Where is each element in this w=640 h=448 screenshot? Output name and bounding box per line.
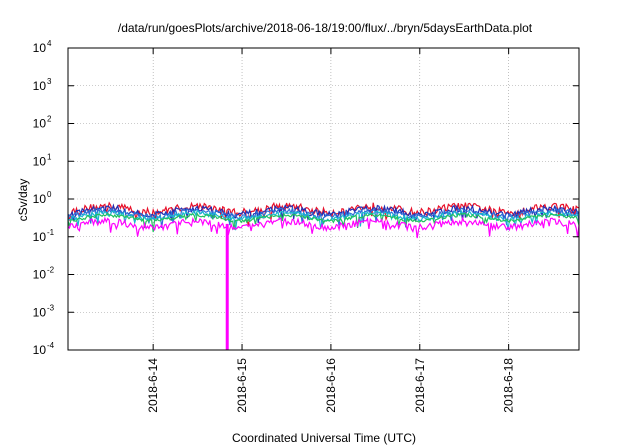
x-tick-label: 2018-6-16 [324,358,338,413]
y-tick-label: 10 [33,154,47,168]
chart-title: /data/run/goesPlots/archive/2018-06-18/1… [118,21,533,35]
x-axis-label: Coordinated Universal Time (UTC) [232,431,416,445]
series-line [67,206,580,228]
series-line [67,201,580,228]
y-tick-label: 10 [33,343,47,357]
x-tick-label: 2018-6-15 [235,358,249,413]
series-group [67,201,580,350]
series-line [67,211,580,233]
y-tick-label: 10 [33,79,47,93]
y-tick-label: 10 [33,192,47,206]
y-axis-label: cSv/day [16,179,30,222]
y-tick-exponent: 4 [47,39,52,48]
y-tick-exponent: 3 [47,77,52,86]
x-tick-label: 2018-6-18 [502,358,516,413]
y-tick-label: 10 [33,41,47,55]
y-tick-exponent: 0 [47,190,52,199]
y-tick-exponent: -2 [47,266,55,275]
series-line [67,203,580,223]
x-ticks: 2018-6-14 2018-6-15 2018-6-16 2018-6-17 2018… [146,48,516,413]
y-tick-exponent: 2 [47,115,52,124]
y-tick-label: 10 [33,268,47,282]
y-tick-exponent: 1 [47,152,52,161]
y-tick-label: 10 [33,305,47,319]
grid [68,48,579,350]
y-tick-label: 10 [33,117,47,131]
x-tick-label: 2018-6-14 [146,358,160,413]
series-line [67,216,580,239]
y-tick-exponent: -1 [47,228,55,237]
y-tick-exponent: -4 [47,341,55,350]
x-tick-label: 2018-6-17 [413,358,427,413]
y-tick-label: 10 [33,230,47,244]
y-tick-exponent: -3 [47,303,55,312]
